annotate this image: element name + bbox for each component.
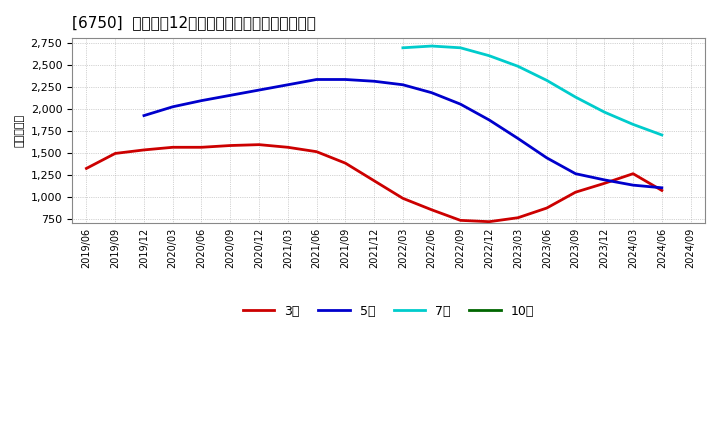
7年 — [485, 53, 493, 59]
7年 — [456, 45, 465, 51]
5年 — [485, 117, 493, 123]
5年 — [542, 155, 551, 161]
5年 — [226, 93, 235, 98]
5年 — [140, 113, 148, 118]
7年 — [571, 95, 580, 100]
7年 — [629, 122, 637, 127]
3年 — [657, 188, 666, 193]
3年 — [399, 196, 408, 201]
3年 — [312, 149, 321, 154]
5年 — [513, 136, 522, 141]
3年 — [341, 161, 350, 166]
7年 — [657, 132, 666, 138]
3年 — [629, 171, 637, 176]
3年 — [428, 207, 436, 213]
3年 — [600, 181, 608, 186]
5年 — [657, 185, 666, 191]
Text: [6750]  経常利益12か月移動合計の標準偏差の推移: [6750] 経常利益12か月移動合計の標準偏差の推移 — [72, 15, 316, 30]
Line: 7年: 7年 — [403, 46, 662, 135]
Line: 5年: 5年 — [144, 80, 662, 188]
5年 — [600, 177, 608, 183]
5年 — [341, 77, 350, 82]
3年 — [140, 147, 148, 153]
5年 — [312, 77, 321, 82]
3年 — [168, 145, 177, 150]
5年 — [284, 82, 292, 88]
3年 — [82, 166, 91, 171]
3年 — [284, 145, 292, 150]
Y-axis label: （百万円）: （百万円） — [15, 114, 25, 147]
7年 — [399, 45, 408, 51]
5年 — [629, 183, 637, 188]
3年 — [255, 142, 264, 147]
3年 — [370, 178, 379, 183]
Legend: 3年, 5年, 7年, 10年: 3年, 5年, 7年, 10年 — [238, 300, 539, 323]
Line: 3年: 3年 — [86, 145, 662, 222]
3年 — [456, 218, 465, 223]
7年 — [513, 64, 522, 69]
5年 — [456, 102, 465, 107]
7年 — [428, 44, 436, 49]
3年 — [226, 143, 235, 148]
3年 — [542, 205, 551, 211]
5年 — [197, 98, 206, 103]
3年 — [197, 145, 206, 150]
5年 — [399, 82, 408, 88]
3年 — [111, 151, 120, 156]
5年 — [370, 79, 379, 84]
7年 — [600, 110, 608, 115]
5年 — [168, 104, 177, 110]
3年 — [485, 219, 493, 224]
7年 — [542, 78, 551, 83]
5年 — [571, 171, 580, 176]
3年 — [571, 190, 580, 195]
3年 — [513, 215, 522, 220]
5年 — [255, 88, 264, 93]
5年 — [428, 90, 436, 95]
